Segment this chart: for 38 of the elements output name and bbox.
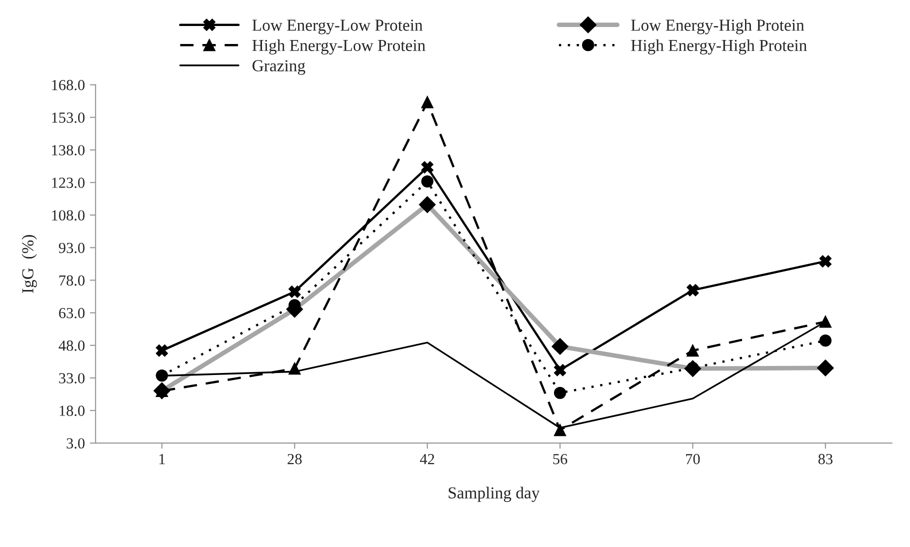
y-tick-label: 93.0	[58, 242, 85, 254]
y-tick-label: 108.0	[52, 210, 85, 221]
point	[686, 344, 699, 357]
y-tick-label: 33.0	[59, 373, 85, 384]
point	[819, 334, 832, 347]
y-tick-label: 153.0	[52, 112, 85, 123]
point	[686, 284, 699, 296]
point	[156, 369, 168, 382]
y-axis-title: IgG (%)	[22, 235, 37, 293]
x-tick-label: 56	[553, 454, 568, 464]
point	[156, 344, 168, 357]
x-tick-label: 1	[159, 454, 165, 464]
y-tick-label: 18.0	[60, 406, 85, 416]
point	[554, 364, 566, 376]
point	[421, 161, 434, 174]
y-tick-label: 63.0	[59, 308, 85, 318]
point	[421, 96, 434, 108]
y-tick-label: 138.0	[52, 145, 85, 156]
legend-label: High Energy-Low Protein	[252, 39, 426, 55]
legend-label: Grazing	[252, 60, 306, 75]
x-axis-title: Sampling day	[448, 486, 540, 502]
point	[421, 175, 434, 188]
y-tick-label: 123.0	[52, 178, 85, 188]
legend-label: Low Energy-Low Protein	[252, 20, 423, 34]
point	[819, 316, 832, 328]
legend-label: High Energy-High Protein	[631, 39, 807, 55]
point	[819, 255, 832, 268]
point	[288, 286, 301, 298]
x-tick-label: 42	[420, 454, 434, 464]
x-tick-label: 83	[818, 454, 832, 464]
x-tick-label: 70	[686, 454, 700, 464]
y-tick-label: 3.0	[66, 438, 85, 449]
y-tick-label: 48.0	[58, 340, 85, 351]
x-tick-label: 28	[288, 454, 302, 464]
y-tick-label: 168.0	[52, 80, 85, 90]
point	[554, 386, 566, 399]
y-tick-label: 78.0	[59, 275, 85, 286]
legend-label: Low Energy-High Protein	[631, 19, 804, 34]
